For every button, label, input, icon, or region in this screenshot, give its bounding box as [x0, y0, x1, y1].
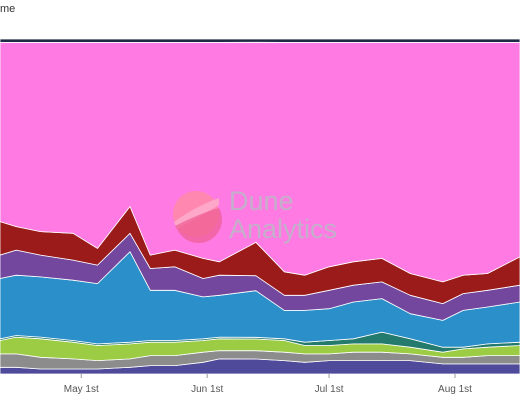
chart-title: me: [0, 3, 16, 15]
watermark-line2: Analytics: [229, 214, 337, 244]
dune-watermark: Dune Analytics: [173, 186, 337, 244]
dune-logo-icon: [173, 191, 222, 243]
x-axis: May 1st Jun 1st Jul 1st Aug 1st: [64, 374, 472, 395]
watermark-line1: Dune: [229, 186, 294, 216]
x-tick-label-1: May 1st: [64, 384, 99, 395]
area-series-group: [0, 38, 520, 375]
x-tick-label-4: Aug 1st: [438, 384, 472, 395]
area-series-9: [0, 38, 520, 43]
x-tick-label-3: Jul 1st: [315, 384, 344, 395]
x-tick-label-2: Jun 1st: [191, 384, 223, 395]
